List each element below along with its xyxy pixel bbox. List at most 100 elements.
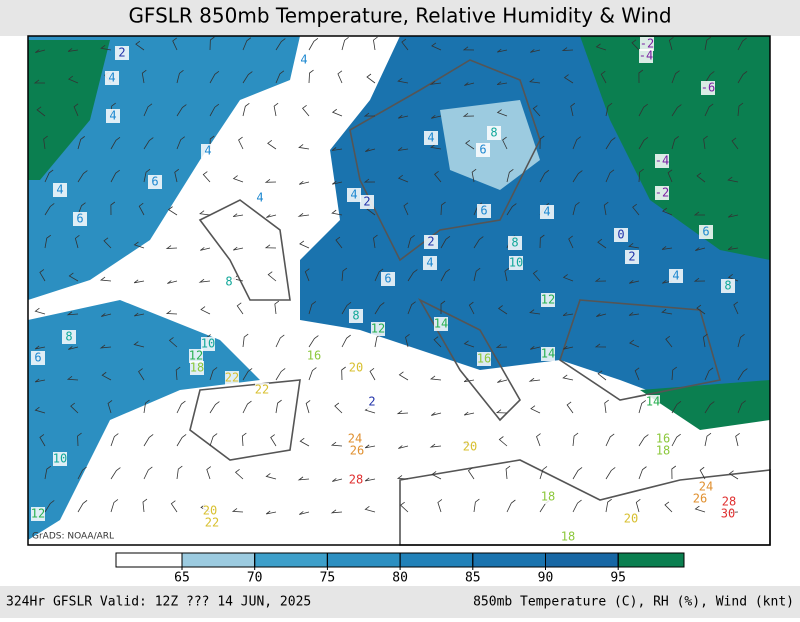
- wind-barb: [77, 500, 88, 513]
- wind-barb: [304, 268, 310, 282]
- wind-barb: [364, 444, 376, 449]
- wind-barb: [704, 367, 714, 381]
- label-bg: [434, 317, 448, 331]
- wind-barb: [400, 501, 409, 513]
- wind-barb: [704, 103, 714, 117]
- wind-barb: [529, 309, 541, 315]
- wind-barb: [473, 498, 480, 513]
- wind-barb: [430, 144, 442, 150]
- colorbar-tick-label: 70: [247, 571, 263, 586]
- label-bg: [350, 444, 364, 458]
- wind-barb: [44, 234, 52, 249]
- colorbar-segment: [617, 552, 685, 568]
- wind-barb: [232, 213, 244, 218]
- wind-barb: [594, 343, 607, 348]
- wind-barb: [563, 345, 574, 350]
- contour-label: 26: [350, 444, 364, 458]
- label-bg: [541, 490, 555, 504]
- label-bg: [540, 205, 554, 219]
- wind-barb: [138, 368, 145, 381]
- footer-left: 324Hr GFSLR Valid: 12Z ??? 14 JUN, 2025: [6, 595, 311, 610]
- colorbar-segment: [472, 552, 546, 568]
- wind-barb: [562, 274, 574, 282]
- wind-barb: [141, 69, 147, 84]
- contour-label: 18: [656, 444, 670, 458]
- wind-barb: [462, 46, 475, 51]
- wind-barb: [176, 104, 187, 117]
- wind-barb: [662, 279, 673, 284]
- label-bg: [624, 512, 638, 526]
- wind-barb: [298, 144, 310, 150]
- contour-label: 20: [463, 440, 477, 454]
- wind-barb: [110, 433, 119, 447]
- wind-barb: [667, 169, 673, 183]
- contour-label: 2: [368, 395, 375, 409]
- wind-barb: [440, 268, 450, 282]
- wind-barb: [143, 103, 153, 117]
- wind-barb: [529, 78, 541, 84]
- wind-barb: [341, 37, 349, 51]
- wind-barb: [373, 36, 378, 51]
- label-bg: [53, 452, 67, 466]
- label-bg: [561, 530, 575, 544]
- wind-barb: [232, 246, 244, 251]
- label-bg: [371, 322, 385, 336]
- humid-area: [28, 40, 110, 180]
- wind-barb: [664, 501, 673, 513]
- contour-label: 24: [348, 432, 362, 446]
- wind-barb: [68, 272, 79, 282]
- label-bg: [106, 109, 120, 123]
- contour-label: 30: [721, 507, 735, 521]
- wind-barb: [34, 406, 46, 414]
- label-bg: [476, 143, 490, 157]
- colorbar-segment: [399, 552, 474, 568]
- wind-barb: [103, 237, 112, 249]
- wind-barb: [34, 378, 46, 383]
- wind-barb: [539, 169, 550, 183]
- label-bg: [190, 361, 204, 375]
- wind-barb: [242, 368, 253, 381]
- wind-barb: [267, 139, 277, 150]
- label-bg: [423, 256, 437, 270]
- wind-barb: [138, 202, 145, 216]
- wind-barb: [463, 411, 475, 416]
- wind-barb: [165, 310, 178, 315]
- label-bg: [189, 349, 203, 363]
- wind-barb: [704, 401, 715, 414]
- wind-barb: [572, 136, 581, 150]
- wind-barb: [331, 147, 343, 151]
- wind-barb: [462, 112, 475, 117]
- contour-label: 6: [34, 351, 41, 365]
- wind-barb: [397, 174, 409, 183]
- colorbar-segment: [545, 552, 619, 568]
- label-bg: [381, 272, 395, 286]
- wind-barb: [308, 367, 317, 381]
- label-bg: [365, 395, 379, 409]
- wind-barb: [694, 505, 706, 513]
- wind-barb: [496, 81, 508, 86]
- label-bg: [656, 444, 670, 458]
- wind-barb: [332, 180, 343, 185]
- wind-barb: [398, 371, 409, 381]
- label-bg: [360, 195, 374, 209]
- wind-barb: [143, 399, 150, 414]
- wind-barb: [562, 374, 574, 381]
- wind-barb: [264, 244, 277, 249]
- contour-label: 18: [541, 490, 555, 504]
- contour-label: 4: [543, 205, 550, 219]
- contour-label: 4: [108, 71, 115, 85]
- contour-label: -6: [701, 81, 715, 95]
- wind-barb: [468, 301, 475, 315]
- contour-label: 4: [672, 269, 679, 283]
- humid-area: [28, 36, 300, 300]
- wind-barb: [605, 102, 613, 117]
- wind-barb: [366, 73, 376, 84]
- wind-barb: [331, 108, 343, 117]
- wind-barb: [77, 202, 86, 216]
- wind-barb: [101, 371, 112, 381]
- wind-barb: [209, 367, 218, 381]
- wind-barb: [473, 236, 484, 249]
- label-bg: [307, 349, 321, 363]
- contour-label: 4: [300, 53, 307, 67]
